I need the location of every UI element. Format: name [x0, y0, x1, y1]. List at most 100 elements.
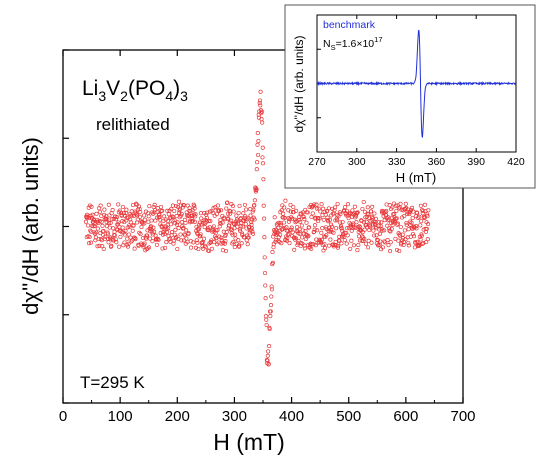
main-data-point [256, 152, 261, 158]
main-data-point [394, 203, 399, 208]
main-data-point [398, 201, 403, 206]
main-data-point [214, 211, 219, 217]
main-data-point [260, 155, 265, 160]
main-data-point [246, 235, 251, 240]
main-data-point [278, 222, 284, 228]
main-data-point [403, 237, 408, 242]
main-data-point [230, 232, 235, 237]
main-data-point [138, 232, 143, 237]
main-data-point [169, 230, 175, 235]
main-data-point [395, 221, 400, 226]
main-data-point [176, 236, 181, 241]
main-data-point [262, 216, 267, 221]
main-data-point [329, 224, 334, 229]
main-data-point [265, 353, 270, 358]
main-data-point [146, 245, 152, 250]
main-data-points [83, 89, 431, 367]
main-data-point [397, 205, 402, 210]
main-data-point [208, 219, 213, 224]
main-data-point [90, 212, 95, 217]
main-data-point [203, 244, 208, 250]
main-data-point [161, 227, 166, 232]
main-data-point [314, 202, 319, 207]
main-data-point [355, 210, 360, 215]
main-data-point [261, 177, 266, 182]
main-data-point [122, 240, 127, 245]
main-data-point [190, 219, 195, 224]
main-data-point [175, 220, 180, 225]
main-data-point [234, 213, 239, 218]
main-data-point [394, 216, 399, 221]
main-data-point [192, 219, 197, 224]
main-data-point [259, 109, 264, 114]
main-data-point [315, 228, 320, 233]
main-data-point [416, 215, 421, 220]
main-data-point [245, 242, 250, 247]
main-data-point [89, 204, 94, 209]
main-data-point [372, 211, 377, 216]
main-data-point [142, 217, 147, 222]
main-data-point [309, 214, 314, 220]
main-y-ticks [63, 49, 69, 404]
main-data-point [88, 240, 93, 245]
main-data-point [250, 209, 255, 214]
main-data-point [367, 227, 372, 233]
main-data-point [263, 283, 268, 288]
main-data-point [249, 220, 254, 225]
main-data-point [312, 227, 317, 232]
main-data-point [113, 237, 118, 242]
main-data-point [125, 244, 131, 249]
main-x-tick-label: 100 [108, 408, 133, 425]
main-data-point [174, 222, 180, 227]
main-data-point [179, 238, 184, 243]
main-data-point [227, 208, 232, 213]
main-data-point [137, 214, 142, 219]
main-data-point [300, 235, 305, 240]
main-data-point [106, 202, 111, 207]
main-data-point [107, 220, 112, 225]
main-data-point [299, 223, 304, 228]
main-data-point [220, 220, 225, 225]
main-data-point [310, 242, 315, 247]
main-data-point [416, 243, 422, 248]
main-data-point [319, 202, 324, 207]
main-data-point [263, 314, 268, 319]
main-data-point [378, 239, 383, 244]
main-data-point [169, 206, 174, 212]
main-data-point [287, 232, 292, 237]
main-data-point [179, 213, 184, 218]
main-data-point [280, 203, 285, 208]
main-data-point [336, 244, 341, 249]
main-data-point [282, 215, 287, 220]
main-data-point [345, 226, 350, 231]
main-data-point [97, 243, 102, 248]
condition-annotation: relithiated [96, 115, 170, 134]
main-data-point [314, 206, 319, 211]
main-data-point [152, 229, 157, 234]
main-data-point [353, 225, 358, 230]
main-data-point [323, 212, 328, 217]
main-data-point [268, 309, 273, 314]
temperature-annotation: T=295 K [80, 373, 145, 392]
main-data-point [155, 215, 160, 220]
main-x-ticks: 0 100 200 300 400 500 600 700 [59, 50, 476, 425]
main-data-point [401, 242, 406, 247]
main-data-point [268, 314, 273, 319]
main-data-point [343, 205, 348, 210]
main-data-point [256, 138, 261, 144]
main-data-point [119, 230, 125, 235]
main-data-point [260, 120, 265, 125]
main-data-point [296, 215, 301, 220]
main-data-point [397, 248, 402, 254]
main-data-point [369, 240, 374, 245]
main-data-point [237, 203, 242, 208]
main-data-point [411, 234, 417, 239]
main-data-point [102, 207, 107, 212]
main-data-point [156, 237, 161, 242]
main-data-point [278, 232, 283, 237]
main-data-point [348, 246, 353, 251]
main-data-point [350, 208, 355, 213]
main-data-point [368, 225, 373, 230]
main-data-point [152, 202, 157, 207]
main-data-point [339, 226, 344, 231]
